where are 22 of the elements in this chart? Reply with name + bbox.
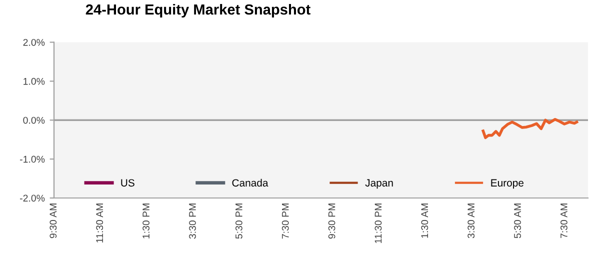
x-tick-label: 5:30 AM [514, 204, 521, 238]
x-tick-label: 9:30 PM [328, 204, 336, 239]
y-tick-label: -2.0% [20, 194, 45, 202]
y-tick-label: 1.0% [24, 78, 45, 85]
x-tick-label: 5:30 PM [235, 204, 242, 239]
x-tick-label: 11:30 AM [96, 204, 104, 242]
y-tick-label: 0.0% [23, 116, 45, 124]
legend-label: US [121, 179, 134, 187]
x-tick-label: 1:30 AM [421, 204, 428, 238]
legend-label: Japan [365, 179, 393, 189]
x-tick-label: 3:30 AM [468, 204, 475, 238]
legend-label: Europe [491, 179, 524, 189]
x-tick-label: 1:30 PM [142, 204, 150, 238]
x-tick-label: 7:30 PM [282, 204, 289, 239]
x-tick-label: 9:30 AM [50, 204, 57, 238]
chart-title: 24-Hour Equity Market Snapshot [86, 4, 310, 18]
legend-label: Canada [232, 178, 268, 187]
y-tick-label: -1.0% [20, 156, 45, 163]
x-tick-label: 11:30 PM [374, 204, 382, 244]
x-tick-label: 3:30 PM [189, 204, 196, 239]
y-tick-label: 2.0% [23, 38, 45, 46]
x-tick-label: 7:30 AM [560, 204, 568, 238]
